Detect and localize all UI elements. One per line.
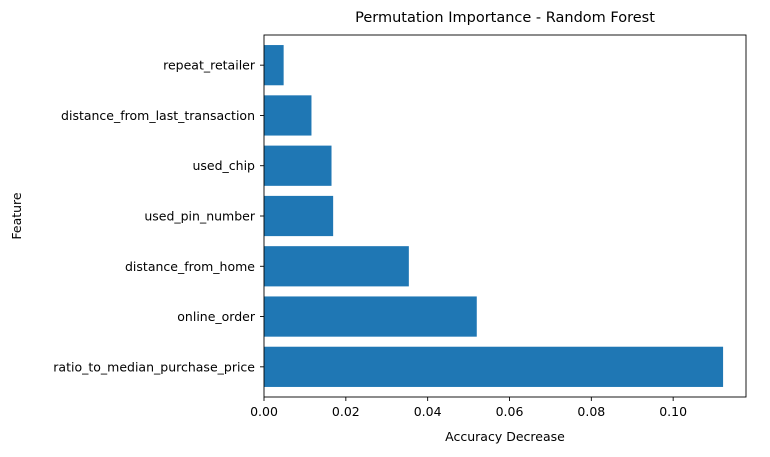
bar-online_order [264, 296, 477, 337]
bar-distance_from_home [264, 246, 409, 287]
y-tick-label: distance_from_home [125, 259, 255, 274]
x-tick-label: 0.00 [250, 404, 278, 419]
y-tick-label: distance_from_last_transaction [61, 108, 255, 123]
bar-used_pin_number [264, 195, 334, 237]
x-tick-label: 0.04 [414, 404, 442, 419]
plot-frame [263, 34, 747, 398]
y-tick-label: ratio_to_median_purchase_price [53, 359, 255, 374]
y-axis-title: Feature [9, 192, 24, 240]
x-tick-label: 0.06 [496, 404, 524, 419]
y-tick-label: used_chip [192, 158, 255, 173]
y-axis-ticks: ratio_to_median_purchase_price online_ord… [53, 58, 264, 374]
bar-distance_from_last_transaction [264, 95, 312, 136]
y-tick-label: used_pin_number [144, 209, 256, 224]
x-tick-label: 0.02 [332, 404, 360, 419]
y-tick-label: repeat_retailer [163, 58, 256, 73]
bars-group [264, 45, 724, 387]
chart-title: Permutation Importance - Random Forest [355, 10, 655, 26]
y-tick-label: online_order [177, 309, 256, 324]
x-tick-label: 0.10 [659, 404, 687, 419]
bar-used_chip [264, 145, 332, 186]
bar-repeat_retailer [264, 45, 284, 86]
x-tick-label: 0.08 [577, 404, 605, 419]
x-axis-title: Accuracy Decrease [445, 429, 565, 444]
bar-ratio_to_median_purchase_price [264, 346, 724, 387]
x-axis-ticks: 0.00 0.02 0.04 0.06 0.08 0.10 [250, 397, 687, 419]
